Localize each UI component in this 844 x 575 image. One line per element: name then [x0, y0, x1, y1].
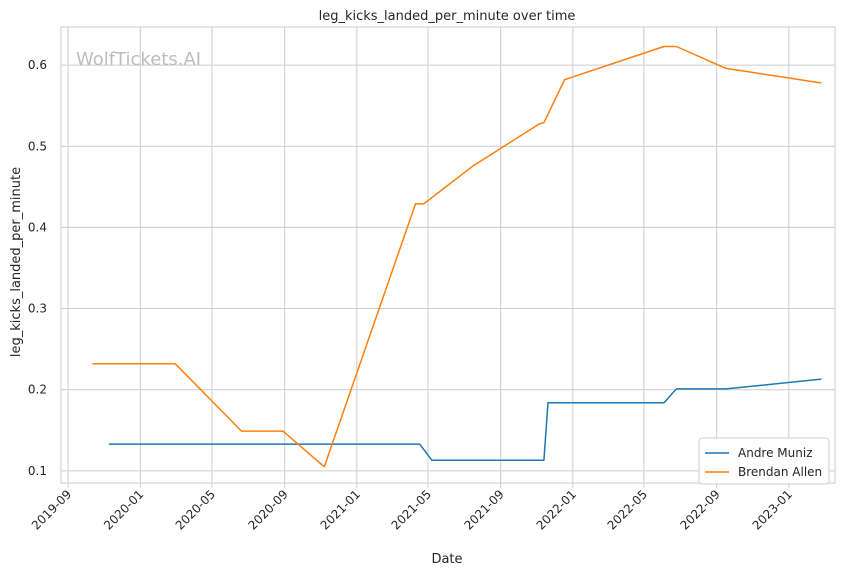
x-tick-label: 2023-01 — [750, 487, 795, 532]
y-tick-label: 0.3 — [28, 302, 47, 316]
x-axis-ticks: 2019-09 2020-01 2020-05 2020-09 2021-01 2021-… — [29, 483, 795, 533]
legend: Andre Muniz Brendan Allen — [698, 437, 830, 485]
legend-box — [698, 437, 830, 485]
y-tick-label: 0.4 — [28, 220, 47, 234]
x-tick-label: 2022-05 — [605, 487, 650, 532]
x-tick-label: 2020-09 — [245, 487, 290, 532]
x-tick-label: 2022-09 — [677, 487, 722, 532]
x-tick-label: 2021-09 — [461, 487, 506, 532]
x-axis-label: Date — [431, 552, 462, 567]
y-tick-label: 0.6 — [28, 58, 47, 72]
series-line-brendan-allen — [92, 45, 822, 468]
x-tick-label: 2019-09 — [29, 487, 74, 532]
legend-label-brendan-allen: Brendan Allen — [738, 465, 822, 479]
y-tick-label: 0.1 — [28, 464, 47, 478]
legend-label-andre-muniz: Andre Muniz — [738, 446, 813, 460]
watermark-text: WolfTickets.AI — [76, 49, 201, 70]
y-axis-label: leg_kicks_landed_per_minute — [9, 167, 24, 357]
y-tick-label: 0.5 — [28, 139, 47, 153]
grid — [61, 27, 835, 483]
chart-title: leg_kicks_landed_per_minute over time — [319, 9, 576, 24]
y-axis-ticks: 0.1 0.2 0.3 0.4 0.5 0.6 — [28, 58, 47, 478]
x-tick-label: 2021-05 — [389, 487, 434, 532]
x-tick-label: 2020-05 — [173, 487, 218, 532]
x-tick-label: 2020-01 — [101, 487, 146, 532]
plot-area-frame — [60, 26, 836, 484]
y-tick-label: 0.2 — [28, 383, 47, 397]
x-tick-label: 2022-01 — [534, 487, 579, 532]
series-line-andre-muniz — [108, 378, 822, 462]
series-lines — [92, 45, 822, 468]
x-tick-label: 2021-01 — [318, 487, 363, 532]
